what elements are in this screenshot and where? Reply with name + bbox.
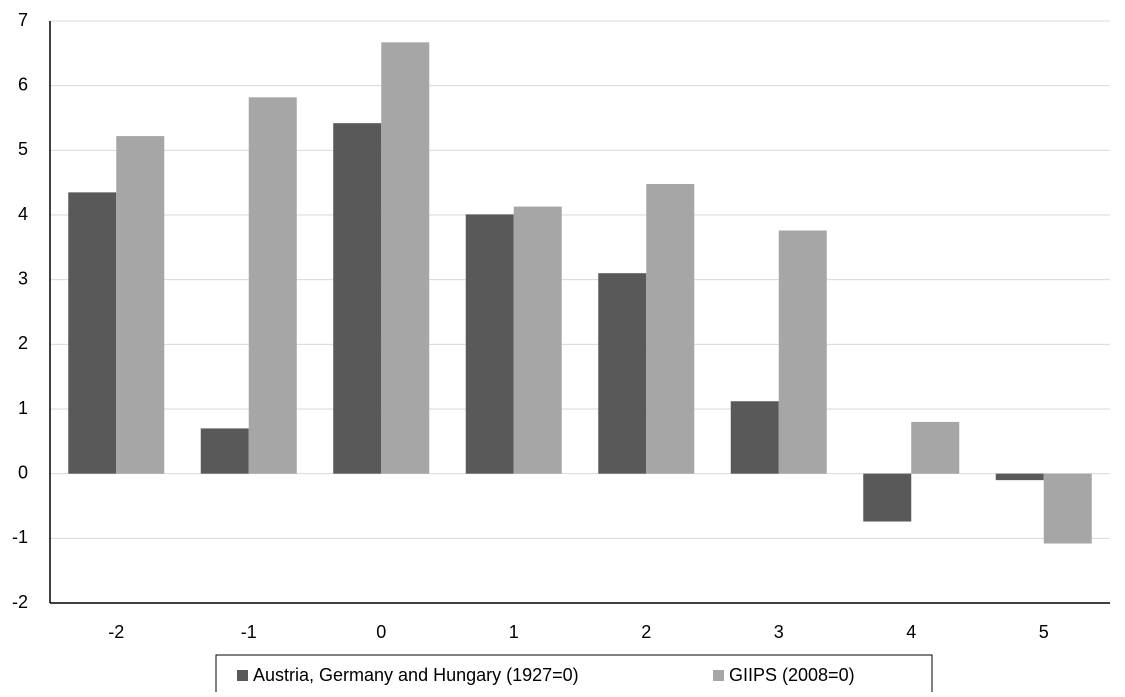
bar [68, 192, 117, 474]
x-tick-label: -2 [108, 622, 124, 642]
y-tick-label: 5 [18, 139, 28, 159]
x-tick-label: 2 [641, 622, 651, 642]
bar [116, 136, 165, 474]
bar [646, 183, 695, 474]
legend-swatch [237, 670, 248, 681]
y-tick-label: 4 [18, 204, 28, 224]
bar [333, 123, 382, 474]
bar [911, 421, 960, 474]
x-tick-label: 1 [509, 622, 519, 642]
legend-label: Austria, Germany and Hungary (1927=0) [253, 665, 579, 685]
bar [1043, 473, 1092, 544]
bar [863, 473, 912, 522]
y-tick-label: 6 [18, 74, 28, 94]
x-tick-label: 5 [1039, 622, 1049, 642]
bar [513, 206, 562, 474]
y-tick-label: 7 [18, 10, 28, 30]
x-tick-label: 0 [376, 622, 386, 642]
bar [381, 42, 430, 474]
y-tick-label: 3 [18, 268, 28, 288]
bar [598, 273, 647, 474]
x-tick-label: 4 [906, 622, 916, 642]
legend-label: GIIPS (2008=0) [729, 665, 855, 685]
y-tick-label: 0 [18, 462, 28, 482]
y-tick-label: 1 [18, 398, 28, 418]
x-tick-label: 3 [774, 622, 784, 642]
bar [200, 428, 249, 474]
x-tick-label: -1 [241, 622, 257, 642]
y-tick-label: -1 [12, 527, 28, 547]
bar [465, 214, 514, 474]
y-tick-label: 2 [18, 333, 28, 353]
legend-swatch [713, 670, 724, 681]
bar [730, 401, 779, 474]
bar [778, 230, 827, 474]
bar [248, 97, 297, 474]
y-tick-label: -2 [12, 592, 28, 612]
bar [995, 473, 1044, 481]
